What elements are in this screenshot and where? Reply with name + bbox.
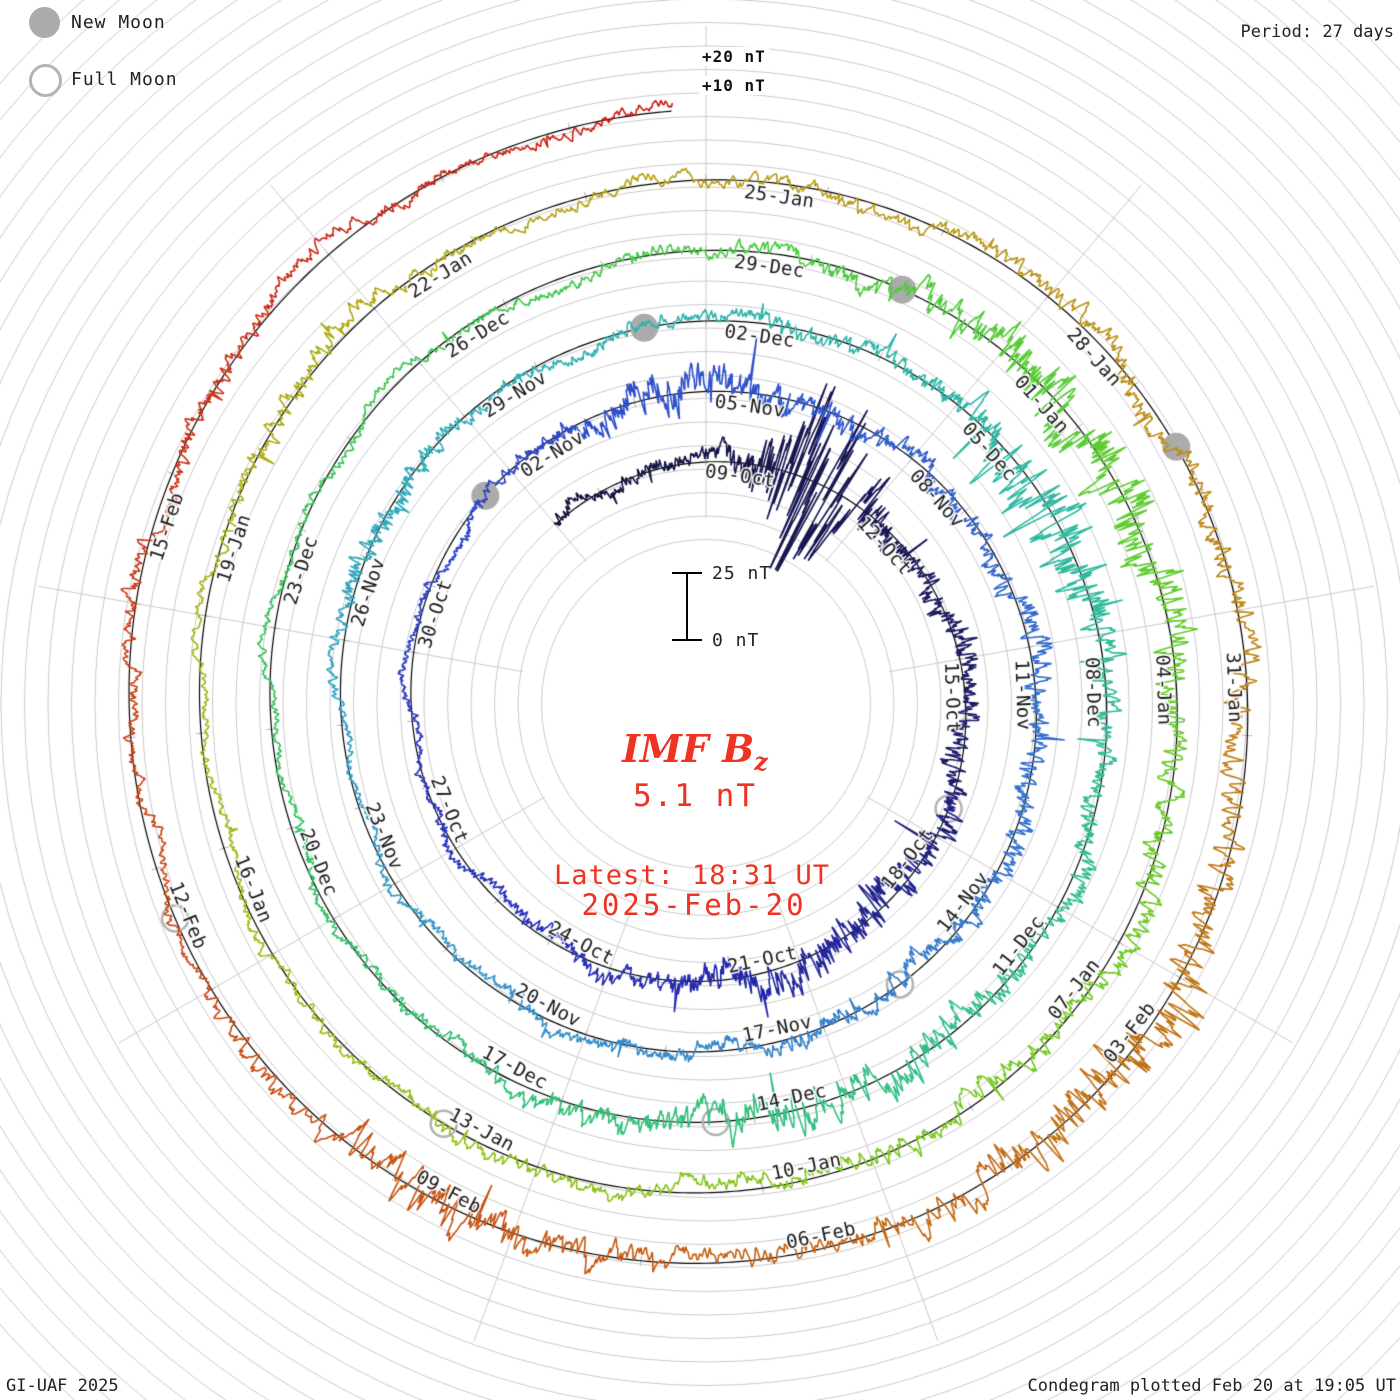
latest-date: 2025-Feb-20 xyxy=(581,888,807,922)
full-moon-label: Full Moon xyxy=(71,69,178,90)
current-value: 5.1 nT xyxy=(633,778,757,814)
scale-bar xyxy=(686,573,688,640)
chart-title-subscript: z xyxy=(754,747,768,776)
scale-top-label: 25 nT xyxy=(712,563,772,584)
chart-title: IMF Bz xyxy=(622,726,768,776)
plus-20nt-label: +20 nT xyxy=(699,47,769,66)
scale-bottom-label: 0 nT xyxy=(712,630,760,651)
period-label: Period: 27 days xyxy=(1240,22,1394,42)
latest-time: Latest: 18:31 UT xyxy=(553,860,831,891)
plus-10nt-label: +10 nT xyxy=(699,76,769,95)
new-moon-label: New Moon xyxy=(71,12,166,33)
scale-bar-bottom-cap xyxy=(672,639,702,641)
new-moon-icon xyxy=(29,7,60,38)
full-moon-icon xyxy=(29,64,62,97)
plotted-timestamp: Condegram plotted Feb 20 at 19:05 UT xyxy=(1027,1376,1396,1396)
scale-bar-top-cap xyxy=(672,572,702,574)
credit-label: GI-UAF 2025 xyxy=(6,1376,119,1396)
